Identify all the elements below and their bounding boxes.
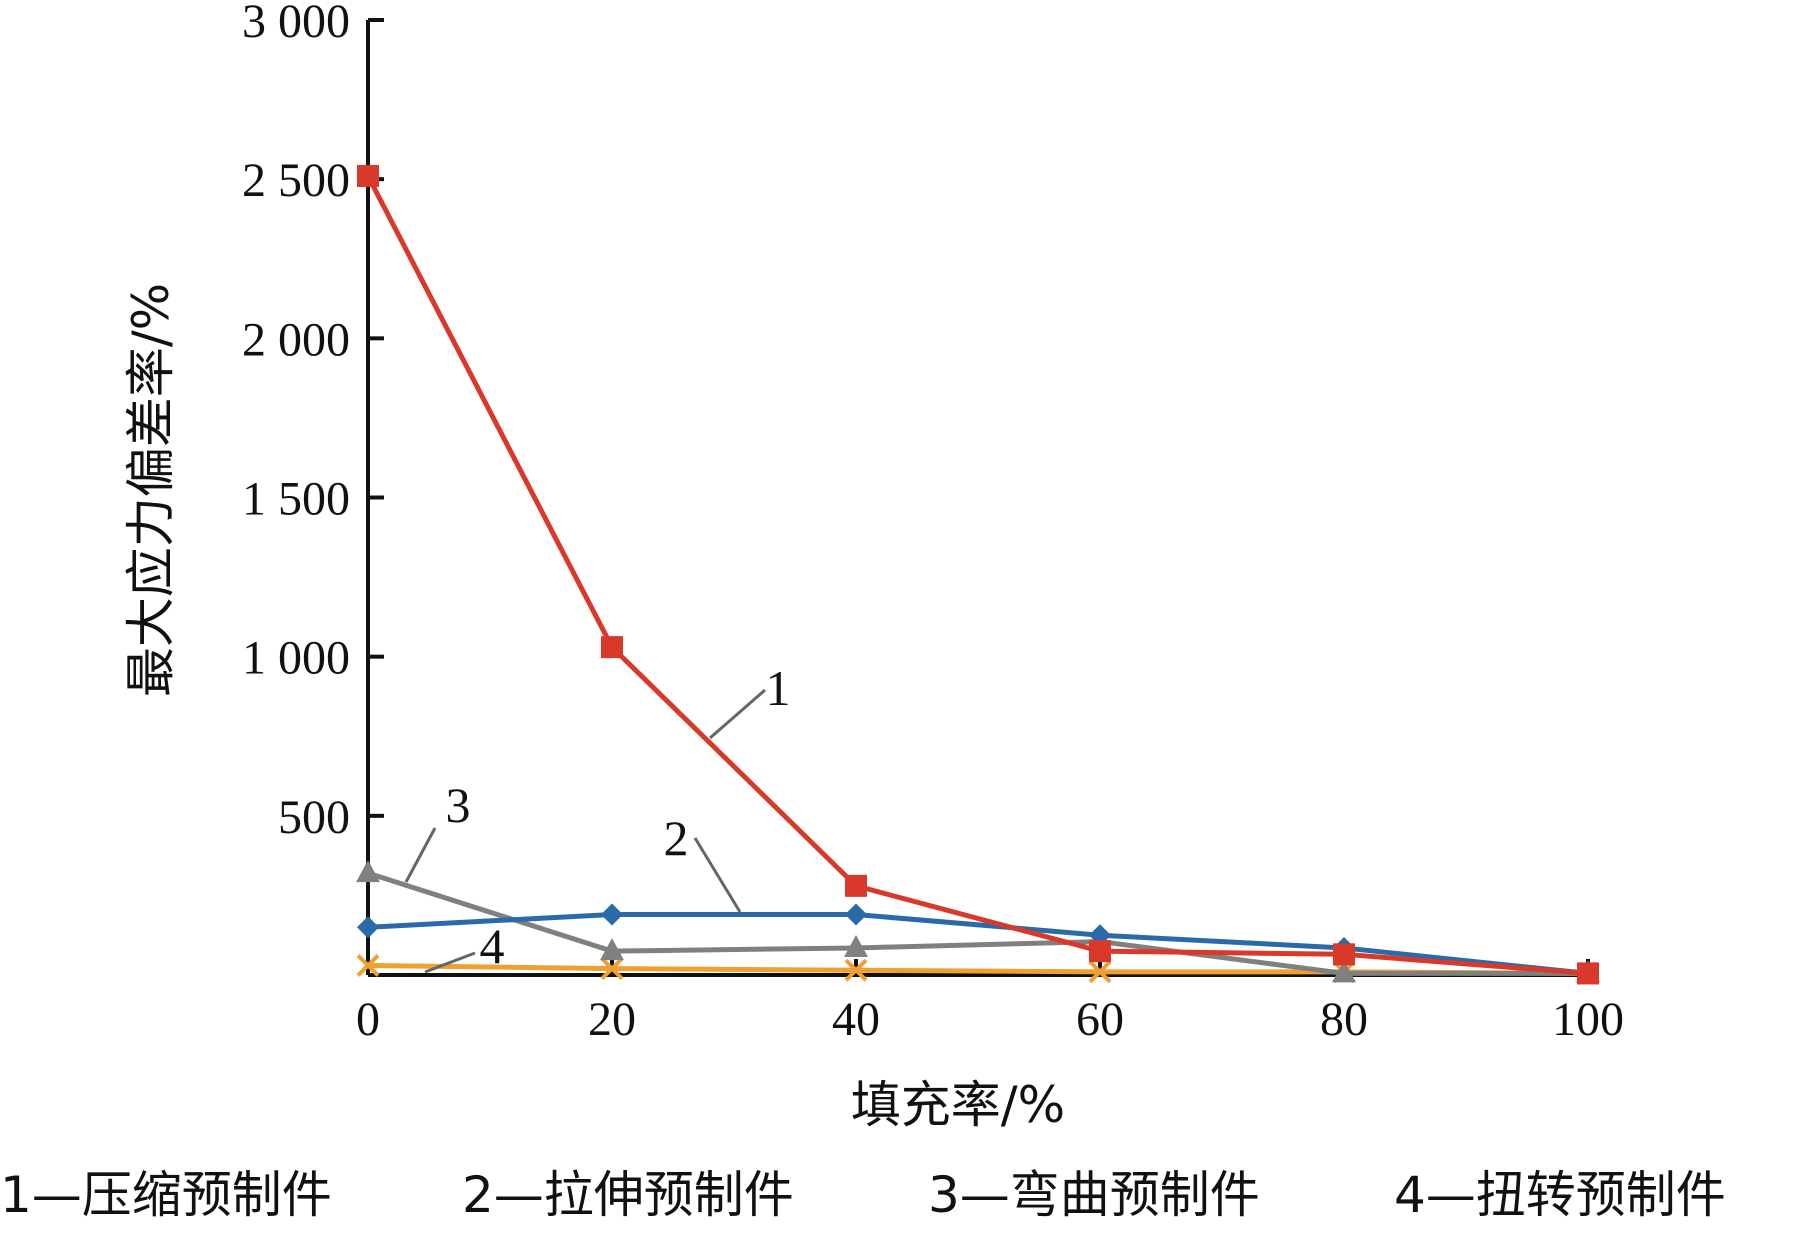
data-point-1 <box>845 874 867 897</box>
data-point-1 <box>601 636 623 659</box>
x-tick-label: 100 <box>1552 993 1624 1046</box>
data-point-1 <box>1333 943 1355 966</box>
data-point-2 <box>845 903 867 926</box>
callout-leader-1 <box>709 688 766 740</box>
data-point-3 <box>356 860 380 883</box>
y-tick-label: 1 000 <box>242 632 350 685</box>
legend: 1—压缩预制件 2—拉伸预制件 3—弯曲预制件 4—扭转预制件 <box>0 1166 1726 1224</box>
axes-layer: 500 1 000 1 500 2 000 2 500 3 000 0 20 40 60 80 100 <box>242 0 1624 1046</box>
series-layer <box>356 164 1600 985</box>
legend-item-2: 2—拉伸预制件 <box>462 1166 794 1224</box>
data-point-4 <box>600 957 624 981</box>
data-point-2 <box>357 916 379 939</box>
data-point-1 <box>1089 940 1111 963</box>
callout-layer: 1 2 3 4 <box>404 660 791 974</box>
x-tick-label: 20 <box>588 993 636 1046</box>
legend-item-1: 1—压缩预制件 <box>0 1166 332 1224</box>
callout-label-2: 2 <box>664 810 689 866</box>
data-point-2 <box>601 903 623 926</box>
series-line-2 <box>367 912 1589 976</box>
y-tick-label: 1 500 <box>242 473 350 526</box>
callout-leader-2 <box>693 837 742 913</box>
x-tick-label: 0 <box>356 993 380 1046</box>
data-point-4 <box>844 958 868 982</box>
x-tick-label: 80 <box>1320 993 1368 1046</box>
callout-leader-3 <box>404 827 437 883</box>
x-axis-title: 填充率/% <box>851 1076 1065 1134</box>
y-tick-label: 3 000 <box>242 0 350 48</box>
data-point-1 <box>1577 962 1599 985</box>
series-line-3 <box>367 870 1588 976</box>
callout-label-4: 4 <box>480 918 505 974</box>
data-point-4 <box>356 954 380 977</box>
data-point-3 <box>844 934 868 957</box>
data-point-4 <box>1088 960 1112 984</box>
y-tick-label: 500 <box>278 791 350 844</box>
legend-item-3: 3—弯曲预制件 <box>928 1166 1260 1224</box>
x-tick-label: 60 <box>1076 993 1124 1046</box>
data-point-1 <box>357 164 379 187</box>
callout-label-1: 1 <box>766 660 791 716</box>
callout-leader-4 <box>424 951 476 974</box>
data-point-3 <box>600 938 624 961</box>
callout-label-3: 3 <box>446 777 471 833</box>
y-tick-label: 2 500 <box>242 154 350 207</box>
y-tick-label: 2 000 <box>242 313 350 366</box>
data-point-3 <box>1332 960 1356 983</box>
series-line-1 <box>365 174 1589 976</box>
y-axis-title: 最大应力偏差率/% <box>122 283 180 697</box>
legend-item-4: 4—扭转预制件 <box>1394 1166 1726 1224</box>
x-tick-label: 40 <box>832 993 880 1046</box>
